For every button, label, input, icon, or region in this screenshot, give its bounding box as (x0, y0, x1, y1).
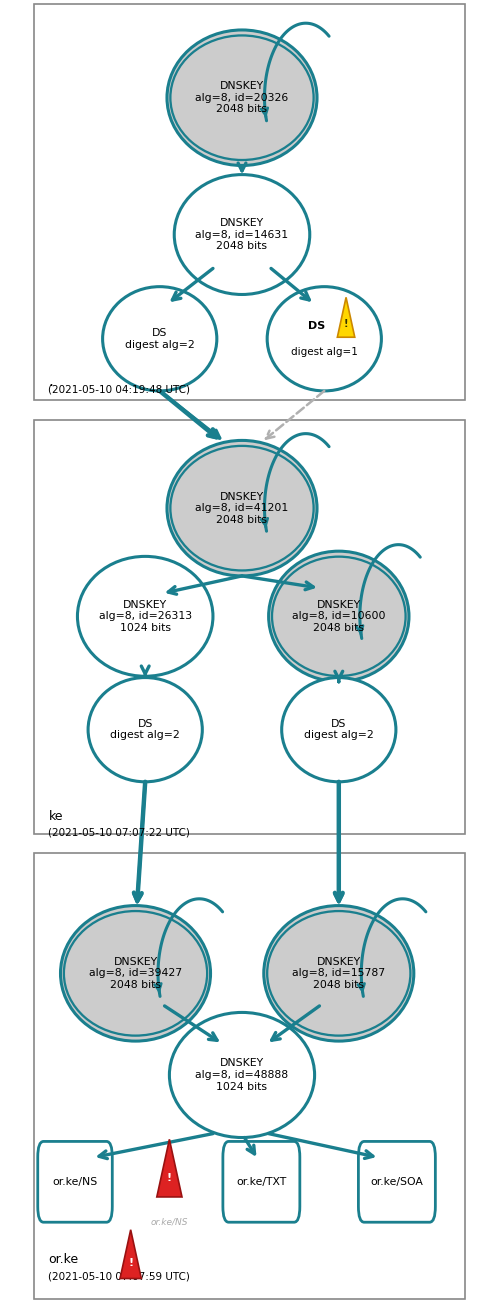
FancyBboxPatch shape (38, 1141, 112, 1222)
Text: digest alg=1: digest alg=1 (291, 347, 358, 357)
Text: !: ! (344, 319, 348, 330)
Ellipse shape (77, 556, 213, 676)
Text: (2021-05-10 07:07:59 UTC): (2021-05-10 07:07:59 UTC) (48, 1272, 190, 1282)
Text: DNSKEY
alg=8, id=20326
2048 bits: DNSKEY alg=8, id=20326 2048 bits (196, 81, 288, 115)
Ellipse shape (267, 287, 381, 391)
Ellipse shape (169, 1012, 315, 1138)
Text: ke: ke (48, 810, 63, 823)
FancyBboxPatch shape (358, 1141, 436, 1222)
Text: DS: DS (308, 321, 326, 331)
Text: or.ke: or.ke (48, 1253, 78, 1267)
Ellipse shape (170, 35, 314, 160)
Ellipse shape (170, 446, 314, 571)
Ellipse shape (269, 551, 409, 681)
Text: DNSKEY
alg=8, id=14631
2048 bits: DNSKEY alg=8, id=14631 2048 bits (196, 218, 288, 251)
Text: or.ke/NS: or.ke/NS (52, 1177, 98, 1187)
Text: DNSKEY
alg=8, id=41201
2048 bits: DNSKEY alg=8, id=41201 2048 bits (196, 491, 288, 525)
Polygon shape (337, 297, 355, 337)
Ellipse shape (174, 175, 310, 294)
Polygon shape (157, 1139, 182, 1197)
Text: DS
digest alg=2: DS digest alg=2 (125, 328, 195, 349)
Text: !: ! (128, 1257, 133, 1268)
Ellipse shape (267, 911, 410, 1036)
FancyBboxPatch shape (34, 420, 465, 834)
Text: (2021-05-10 04:19:48 UTC): (2021-05-10 04:19:48 UTC) (48, 384, 190, 395)
Text: DNSKEY
alg=8, id=48888
1024 bits: DNSKEY alg=8, id=48888 1024 bits (196, 1058, 288, 1092)
Text: (2021-05-10 07:07:22 UTC): (2021-05-10 07:07:22 UTC) (48, 827, 190, 838)
Text: DNSKEY
alg=8, id=15787
2048 bits: DNSKEY alg=8, id=15787 2048 bits (292, 956, 385, 990)
Text: DNSKEY
alg=8, id=26313
1024 bits: DNSKEY alg=8, id=26313 1024 bits (99, 599, 192, 633)
Text: or.ke/NS: or.ke/NS (151, 1218, 188, 1226)
Text: DNSKEY
alg=8, id=39427
2048 bits: DNSKEY alg=8, id=39427 2048 bits (89, 956, 182, 990)
Polygon shape (120, 1230, 141, 1278)
FancyBboxPatch shape (34, 4, 465, 400)
Text: DS
digest alg=2: DS digest alg=2 (304, 719, 374, 740)
Text: or.ke/SOA: or.ke/SOA (370, 1177, 424, 1187)
FancyBboxPatch shape (223, 1141, 300, 1222)
Ellipse shape (88, 678, 202, 782)
Ellipse shape (272, 556, 406, 676)
Text: DNSKEY
alg=8, id=10600
2048 bits: DNSKEY alg=8, id=10600 2048 bits (292, 599, 386, 633)
Ellipse shape (103, 287, 217, 391)
Ellipse shape (167, 30, 317, 165)
Ellipse shape (264, 906, 414, 1041)
Text: !: ! (167, 1173, 172, 1183)
Text: or.ke/TXT: or.ke/TXT (236, 1177, 287, 1187)
FancyBboxPatch shape (34, 853, 465, 1299)
Text: DS
digest alg=2: DS digest alg=2 (110, 719, 180, 740)
Ellipse shape (64, 911, 207, 1036)
Text: .: . (48, 374, 53, 390)
Ellipse shape (167, 440, 317, 576)
Ellipse shape (60, 906, 211, 1041)
Ellipse shape (282, 678, 396, 782)
